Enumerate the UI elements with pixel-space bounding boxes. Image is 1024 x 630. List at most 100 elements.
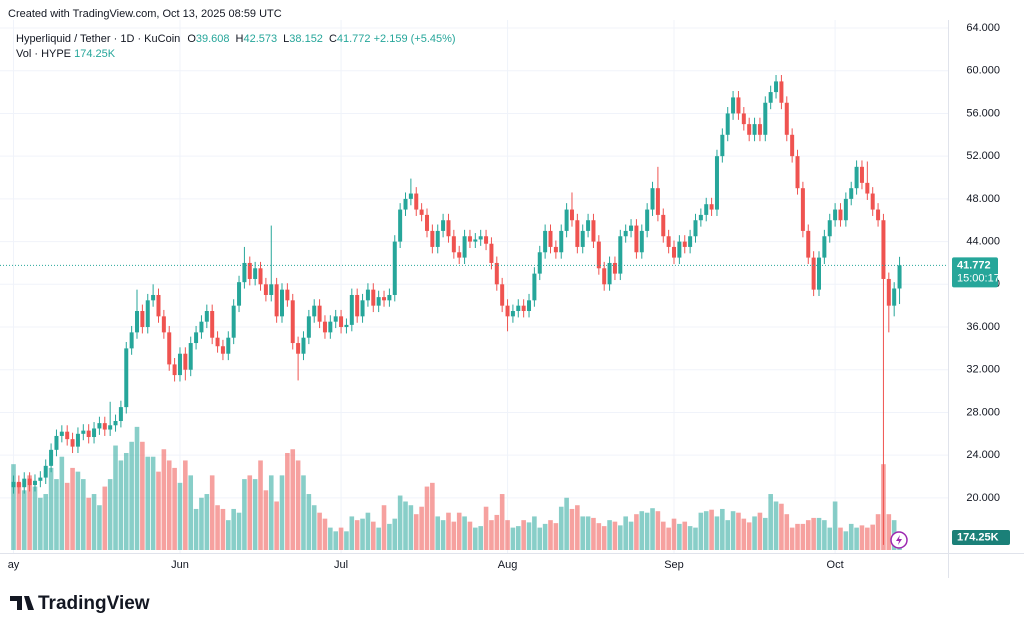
candle-body	[188, 343, 193, 370]
volume-bar	[585, 516, 591, 550]
volume-bar	[54, 479, 59, 550]
volume-bar	[317, 512, 322, 550]
candle-body	[92, 428, 97, 438]
y-tick-label: 28.000	[966, 406, 1000, 418]
candle-body	[124, 348, 129, 408]
volume-bar	[816, 517, 822, 550]
volume-bar	[607, 520, 612, 550]
volume-bar	[199, 497, 204, 550]
candle-body	[714, 156, 719, 210]
volume-bar	[773, 501, 779, 550]
candle-body	[360, 300, 365, 317]
candle-body	[462, 236, 467, 258]
candle-body	[876, 209, 881, 221]
volume-bar	[537, 527, 543, 550]
volume-label-box	[952, 529, 1010, 545]
volume-bar	[338, 527, 344, 550]
candle-body	[725, 113, 730, 135]
volume-bar	[150, 456, 156, 550]
candle-body	[736, 97, 741, 114]
y-tick-label: 20.000	[966, 492, 1000, 504]
volume-bar	[515, 526, 521, 550]
candle-body	[263, 284, 268, 295]
candle-body	[688, 236, 693, 247]
candle-body	[365, 289, 370, 301]
candle-body	[564, 209, 569, 231]
volume-bar	[456, 512, 462, 550]
candles	[11, 74, 902, 545]
volume-bar	[693, 527, 698, 550]
volume-bar	[746, 522, 752, 550]
axes: 20.00024.00028.00032.00036.00040.00044.0…	[0, 22, 1010, 571]
volume-bar	[741, 518, 747, 550]
candle-body	[806, 230, 811, 258]
candle-body	[854, 166, 859, 189]
volume-bar	[387, 523, 392, 550]
volume-bar	[478, 526, 483, 550]
candle-body	[167, 332, 172, 365]
volume-bar	[285, 452, 290, 550]
candle-body	[435, 230, 440, 247]
last-price-box	[952, 257, 998, 288]
y-tick-label: 32.000	[966, 364, 1000, 376]
volume-bar	[43, 494, 49, 550]
volume-bar	[779, 503, 784, 550]
volume-bar	[677, 523, 682, 550]
candle-body	[97, 423, 102, 429]
volume-bar	[639, 511, 645, 550]
candle-body	[108, 425, 113, 430]
candle-body	[280, 289, 284, 317]
volume-bar	[129, 441, 134, 550]
volume-bar	[397, 495, 403, 550]
lightning-icon[interactable]	[890, 531, 908, 549]
candle-body	[59, 431, 64, 436]
candle-body	[510, 311, 515, 317]
volume-bar	[703, 511, 709, 550]
volume-bar	[736, 512, 741, 550]
candle-body	[859, 166, 864, 183]
candle-body	[204, 311, 209, 322]
candle-body	[790, 134, 795, 157]
last-price-label: 41.772	[957, 259, 991, 271]
candle-body	[784, 102, 789, 135]
volume-bar	[714, 516, 720, 550]
candle-body	[258, 268, 263, 285]
volume-bar	[242, 479, 247, 550]
volume-bar	[634, 514, 639, 550]
candle-body	[54, 435, 59, 450]
volume-bar	[145, 456, 151, 550]
candle-body	[446, 220, 451, 237]
volume-bar	[768, 494, 773, 550]
candle-body	[838, 209, 843, 221]
volume-bar	[226, 520, 231, 550]
candle-body	[655, 188, 660, 215]
volume-bar	[204, 494, 210, 550]
candle-body	[774, 81, 779, 93]
ohlc-key: L	[283, 33, 289, 45]
candle-body	[247, 262, 252, 279]
volume-bar	[419, 506, 424, 550]
volume-bar	[48, 467, 54, 550]
candle-body	[709, 204, 714, 210]
candle-body	[897, 265, 902, 289]
candle-body	[156, 294, 161, 317]
volume-bar	[81, 479, 86, 550]
y-tick-label: 60.000	[966, 65, 1000, 77]
volume-bar	[134, 426, 140, 550]
candle-body	[833, 209, 838, 221]
candle-body	[645, 209, 650, 231]
volume-bar	[789, 527, 795, 550]
volume-bar	[161, 449, 167, 550]
ohlc-value: 42.573	[244, 33, 278, 45]
candle-body	[747, 124, 752, 135]
watermark: Created with TradingView.com, Oct 13, 20…	[8, 8, 282, 20]
volume-bar	[268, 475, 274, 550]
candle-body	[537, 252, 542, 274]
volume-bar	[354, 520, 360, 550]
volume-bar	[483, 506, 489, 550]
volume-bars	[11, 426, 902, 550]
candle-body	[467, 236, 472, 242]
x-tick-label: Aug	[498, 559, 518, 571]
candle-body	[102, 423, 107, 430]
candle-body	[473, 239, 478, 242]
